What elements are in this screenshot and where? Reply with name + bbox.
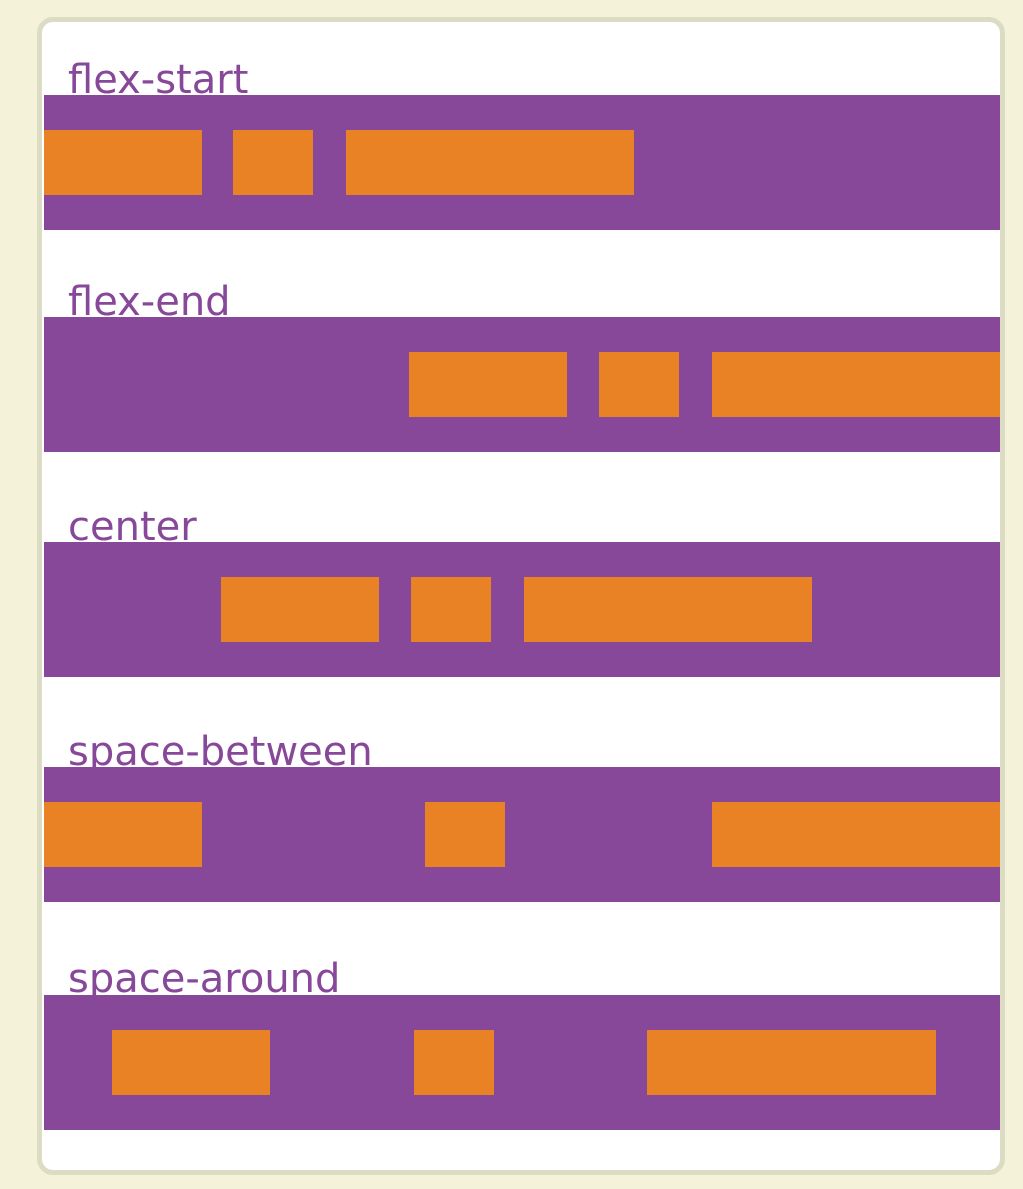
flex-item-2: [414, 1030, 494, 1095]
flex-item-1: [112, 1030, 270, 1095]
flex-container: [44, 542, 1000, 677]
flexbox-justify-content-card: flex-start flex-end center space-between: [37, 17, 1005, 1175]
example-label: flex-start: [68, 57, 249, 103]
flex-item-2: [425, 802, 505, 867]
flex-item-3: [524, 577, 812, 642]
flex-item-3: [712, 352, 1000, 417]
example-label: flex-end: [68, 279, 231, 325]
flex-item-1: [409, 352, 567, 417]
flex-item-3: [712, 802, 1000, 867]
flex-container: [44, 317, 1000, 452]
flex-container: [44, 767, 1000, 902]
flex-container: [44, 995, 1000, 1130]
flex-item-2: [599, 352, 679, 417]
flex-item-2: [233, 130, 313, 195]
flex-container: [44, 95, 1000, 230]
example-label: center: [68, 504, 197, 550]
example-label: space-around: [68, 956, 341, 1002]
flex-item-1: [221, 577, 379, 642]
example-label: space-between: [68, 729, 373, 775]
flex-item-2: [411, 577, 491, 642]
flex-item-3: [346, 130, 634, 195]
flex-item-1: [44, 802, 202, 867]
flex-item-3: [647, 1030, 936, 1095]
flex-item-1: [44, 130, 202, 195]
